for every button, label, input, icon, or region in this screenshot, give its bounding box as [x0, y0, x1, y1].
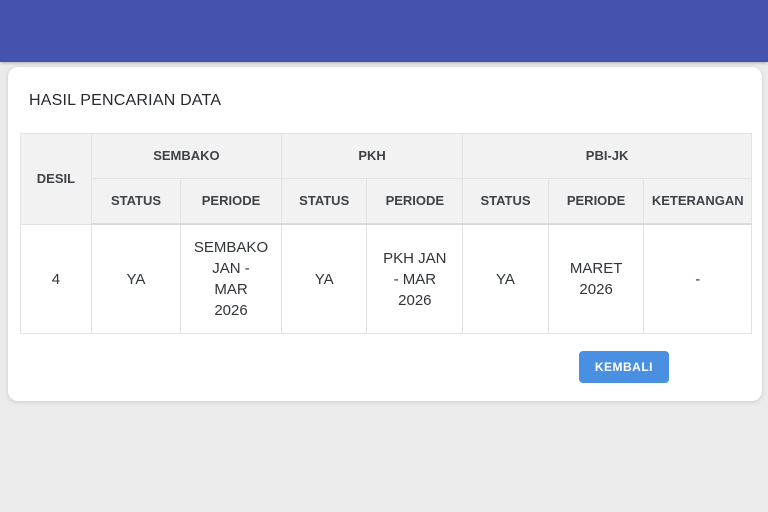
col-header-pbi-jk-periode: PERIODE	[547, 178, 645, 226]
col-header-desil: DESIL	[20, 133, 92, 225]
col-header-sembako-status: STATUS	[90, 178, 182, 226]
col-group-pbi-jk: PBI-JK	[462, 132, 752, 180]
cell-sembako-status: YA	[90, 223, 182, 335]
col-header-pbi-jk-status: STATUS	[462, 178, 549, 226]
table-group-header-row: DESIL SEMBAKO PKH PBI-JK	[20, 132, 752, 225]
col-header-sembako-periode: PERIODE	[180, 178, 282, 226]
table-row: 4 YA SEMBAKO JAN - MAR 2026 YA PKH JAN -…	[20, 223, 752, 335]
kembali-button[interactable]: KEMBALI	[578, 351, 669, 384]
col-group-sembako: SEMBAKO	[90, 132, 282, 180]
top-navbar	[0, 0, 768, 62]
table-body: 4 YA SEMBAKO JAN - MAR 2026 YA PKH JAN -…	[20, 223, 752, 335]
cell-desil: 4	[20, 223, 92, 335]
col-header-pkh-periode: PERIODE	[366, 178, 464, 226]
table-header: DESIL SEMBAKO PKH PBI-JK STATUS PERIODE …	[20, 132, 752, 226]
cell-sembako-periode: SEMBAKO JAN - MAR 2026	[180, 223, 282, 335]
page-title: HASIL PENCARIAN DATA	[29, 92, 222, 109]
card-actions: KEMBALI	[20, 351, 752, 384]
results-table: DESIL SEMBAKO PKH PBI-JK STATUS PERIODE …	[20, 132, 752, 335]
cell-pbi-jk-status: YA	[462, 223, 549, 335]
table-subheader-row: STATUS PERIODE STATUS PERIODE STATUS PER…	[21, 178, 752, 226]
col-group-pkh: PKH	[280, 132, 464, 180]
cell-pkh-periode: PKH JAN - MAR 2026	[366, 223, 464, 335]
col-header-keterangan: KETERANGAN	[643, 178, 752, 226]
col-header-pkh-status: STATUS	[280, 178, 368, 226]
cell-pbi-jk-periode: MARET 2026	[547, 223, 645, 335]
cell-pkh-status: YA	[280, 223, 368, 335]
cell-keterangan: -	[643, 223, 752, 335]
search-results-card: HASIL PENCARIAN DATA DESIL SEMBAKO PKH P…	[8, 67, 762, 402]
